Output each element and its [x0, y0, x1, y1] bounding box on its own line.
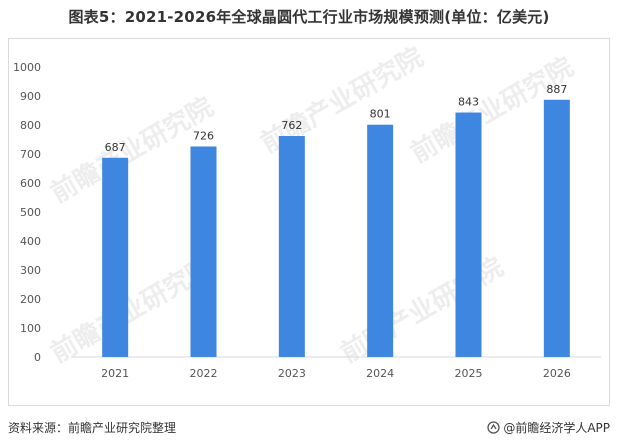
- y-tick-label: 900: [20, 90, 41, 103]
- data-label: 762: [281, 119, 302, 132]
- data-label: 726: [193, 129, 214, 142]
- bar-chart: 0 100 200 300 400 500 600 700 800 900 1000 687 2021 7…: [13, 61, 601, 380]
- data-label: 843: [458, 96, 479, 109]
- x-tick-label: 2025: [455, 367, 483, 380]
- y-tick-label: 400: [20, 235, 41, 248]
- bar: [190, 146, 217, 357]
- brand-logo-icon: [487, 421, 500, 434]
- x-tick-label: 2024: [366, 367, 394, 380]
- brand-text: @前瞻经济学人APP: [503, 421, 610, 435]
- brand-credit: @前瞻经济学人APP: [487, 419, 610, 436]
- y-tick-label: 600: [20, 177, 41, 190]
- x-tick-label: 2023: [278, 367, 306, 380]
- y-tick-label: 1000: [13, 61, 41, 74]
- chart-title: 图表5：2021-2026年全球晶圆代工行业市场规模预测(单位：亿美元): [68, 8, 550, 26]
- data-label: 687: [105, 141, 126, 154]
- y-tick-label: 500: [20, 206, 41, 219]
- y-tick-label: 700: [20, 148, 41, 161]
- y-tick-label: 300: [20, 264, 41, 277]
- y-tick-label: 100: [20, 322, 41, 335]
- source-note: 资料来源：前瞻产业研究院整理: [8, 421, 177, 435]
- bar: [455, 112, 482, 357]
- data-label: 887: [546, 83, 567, 96]
- bar: [367, 124, 394, 358]
- x-tick-label: 2026: [543, 367, 571, 380]
- bar: [102, 157, 129, 357]
- x-tick-label: 2021: [101, 367, 129, 380]
- x-tick-label: 2022: [190, 367, 218, 380]
- y-tick-label: 0: [34, 351, 41, 364]
- y-tick-label: 800: [20, 119, 41, 132]
- data-label: 801: [370, 108, 391, 121]
- chart-frame: 0 100 200 300 400 500 600 700 800 900 1000 687 2021 7…: [8, 38, 610, 406]
- bar: [543, 99, 570, 357]
- y-tick-label: 200: [20, 293, 41, 306]
- bar: [278, 136, 305, 357]
